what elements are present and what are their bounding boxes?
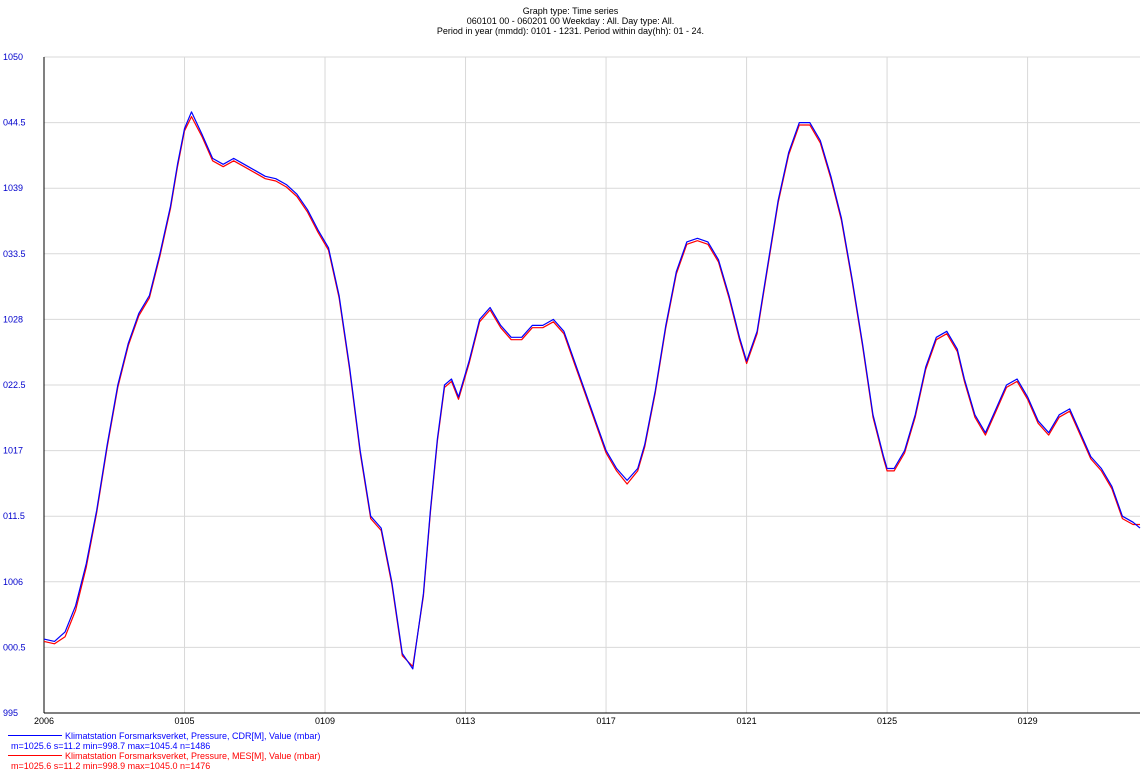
- y-tick-label: 044.5: [3, 118, 26, 128]
- x-tick-label: 0117: [596, 716, 615, 726]
- axes: [43, 57, 1140, 714]
- y-tick-label: 011.5: [3, 511, 25, 521]
- x-tick-label: 0105: [174, 716, 194, 726]
- legend-stats-mes: m=1025.6 s=11.2 min=998.9 max=1045.0 n=1…: [11, 761, 211, 771]
- x-tick-label: 0109: [315, 716, 335, 726]
- legend-stats-cdr: m=1025.6 s=11.2 min=998.7 max=1045.4 n=1…: [11, 741, 211, 751]
- y-tick-label: 995: [3, 708, 18, 718]
- tick-labels: 995 000.5 1006 011.5 1017 022.5 1028 033.5 1039 0…: [3, 52, 1038, 726]
- y-tick-label: 1028: [3, 314, 23, 324]
- x-tick-label: 0121: [737, 716, 757, 726]
- chart-header: Graph type: Time series 060101 00 - 0602…: [0, 6, 1141, 36]
- y-tick-label: 022.5: [3, 380, 26, 390]
- x-tick-label: 0113: [456, 716, 475, 726]
- legend-label-cdr: Klimatstation Forsmarksverket, Pressure,…: [65, 731, 321, 741]
- series-line-cdr: [43, 111, 1141, 670]
- legend-swatch-mes: [8, 755, 62, 756]
- chart-subtitle-period: 060101 00 - 060201 00 Weekday : All. Day…: [466, 16, 675, 26]
- x-tick-label: 0129: [1018, 716, 1038, 726]
- legend-swatch-cdr: [8, 735, 62, 736]
- y-tick-label: 1006: [3, 577, 23, 587]
- x-tick-label: 2006: [34, 716, 54, 726]
- chart-subtitle-filter: Period in year (mmdd): 0101 - 1231. Peri…: [436, 26, 705, 36]
- x-tick-label: 0125: [877, 716, 897, 726]
- gridlines: [44, 56, 1140, 714]
- series-line-mes: [43, 115, 1140, 668]
- chart-title: Graph type: Time series: [522, 6, 619, 16]
- y-tick-label: 1050: [3, 52, 23, 62]
- series-lines: [43, 111, 1141, 670]
- legend-label-mes: Klimatstation Forsmarksverket, Pressure,…: [65, 751, 321, 761]
- y-tick-label: 033.5: [3, 249, 26, 259]
- y-tick-label: 000.5: [3, 642, 26, 652]
- y-tick-label: 1039: [3, 183, 23, 193]
- y-tick-label: 1017: [3, 446, 23, 456]
